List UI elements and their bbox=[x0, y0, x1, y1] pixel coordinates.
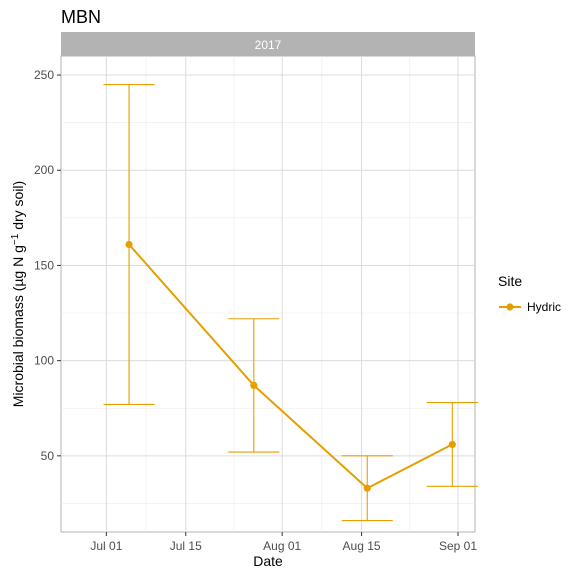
facet-strip bbox=[61, 32, 475, 56]
x-tick-label: Jul 15 bbox=[170, 539, 202, 553]
y-tick-label: 50 bbox=[41, 449, 55, 463]
x-axis-title: Date bbox=[253, 553, 283, 569]
y-tick-label: 100 bbox=[34, 354, 54, 368]
data-points bbox=[125, 240, 456, 492]
legend-title: Site bbox=[498, 273, 522, 289]
y-tick-label: 150 bbox=[34, 258, 54, 272]
y-tick-label: 200 bbox=[34, 163, 54, 177]
plot-panel bbox=[60, 55, 476, 533]
y-axis: 50 100 150 200 250 bbox=[34, 68, 61, 463]
data-point bbox=[448, 440, 456, 449]
y-axis-title: Microbial biomass (µg N g−1 dry soil) bbox=[10, 181, 26, 407]
x-tick-label: Aug 01 bbox=[263, 539, 301, 553]
data-point bbox=[363, 484, 371, 492]
y-tick-label: 250 bbox=[34, 68, 54, 82]
minor-gridlines bbox=[61, 56, 475, 532]
facet-strip-label: 2017 bbox=[255, 38, 282, 52]
data-point bbox=[250, 381, 258, 389]
data-point bbox=[125, 240, 133, 249]
series-lines bbox=[128, 243, 453, 490]
chart-title: MBN bbox=[61, 7, 101, 27]
x-tick-label: Jul 01 bbox=[90, 539, 122, 553]
error-bars bbox=[103, 84, 478, 522]
series-line-hydric bbox=[128, 243, 453, 490]
legend-label: Hydric bbox=[527, 300, 561, 314]
legend: Site Hydric bbox=[498, 273, 561, 314]
x-axis: Jul 01 Jul 15 Aug 01 Aug 15 Sep 01 bbox=[90, 532, 477, 553]
major-gridlines bbox=[61, 56, 475, 532]
legend-key-point bbox=[506, 303, 514, 311]
x-tick-label: Sep 01 bbox=[439, 539, 477, 553]
x-tick-label: Aug 15 bbox=[343, 539, 381, 553]
